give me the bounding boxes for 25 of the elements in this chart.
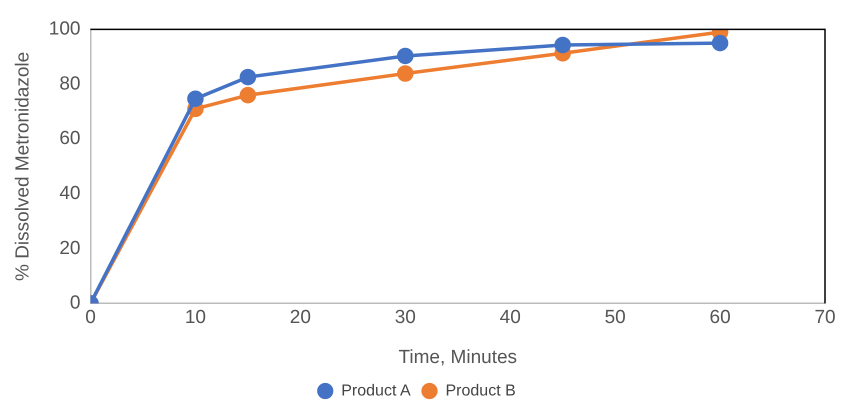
point <box>397 48 414 64</box>
point <box>397 65 414 82</box>
point <box>712 34 728 52</box>
y-tick-label: 80 <box>59 73 80 94</box>
x-tick-label: 0 <box>85 307 96 328</box>
legend-label: Product B <box>446 382 516 400</box>
point <box>554 36 571 54</box>
y-tick-label: 20 <box>59 238 80 259</box>
point <box>240 86 256 104</box>
x-axis-title: Time, Minutes <box>398 346 518 368</box>
y-tick-label: 100 <box>48 18 80 40</box>
x-tick-label: 50 <box>604 307 626 328</box>
y-tick-label: 0 <box>70 292 80 314</box>
x-tick-label: 40 <box>500 307 521 328</box>
x-tick-label: 30 <box>394 307 416 328</box>
point <box>187 90 204 107</box>
y-axis-title: % Dissolved Metronidazole <box>12 52 34 281</box>
x-tick-label: 10 <box>184 307 206 328</box>
x-tick-label: 70 <box>814 307 836 328</box>
x-tick-label: 20 <box>290 307 311 328</box>
legend-label: Product A <box>341 382 411 400</box>
y-tick-label: 60 <box>59 128 80 150</box>
point <box>240 68 256 86</box>
x-tick-label: 60 <box>710 307 731 328</box>
y-tick-label: 40 <box>59 183 80 204</box>
